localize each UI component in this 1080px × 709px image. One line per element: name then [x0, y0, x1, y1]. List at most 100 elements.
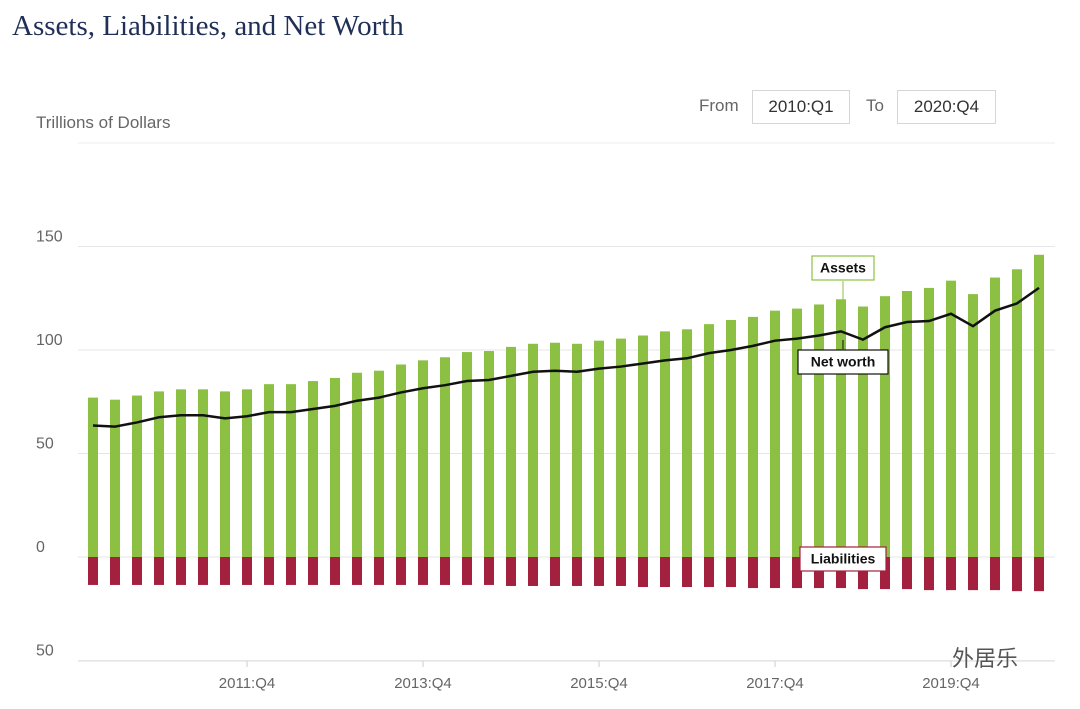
bar — [748, 316, 758, 557]
line — [92, 286, 1040, 428]
bar — [330, 557, 340, 585]
bar — [176, 389, 186, 557]
y-tick-label: 150 — [36, 229, 63, 246]
bar — [1012, 269, 1022, 557]
bar — [528, 343, 538, 557]
bar — [88, 397, 98, 557]
bar — [154, 557, 164, 585]
bar — [462, 557, 472, 585]
bar — [572, 557, 582, 586]
bar — [418, 557, 428, 585]
bar — [792, 557, 802, 589]
bar — [286, 557, 296, 585]
bar — [726, 557, 736, 588]
bar — [242, 389, 252, 557]
bar — [528, 557, 538, 586]
x-tick-label: 2017:Q4 — [746, 675, 804, 692]
bar — [154, 391, 164, 557]
bar — [968, 557, 978, 591]
bar — [462, 352, 472, 557]
y-tick-label: 50 — [36, 436, 54, 453]
bar — [660, 331, 670, 557]
bar — [704, 324, 714, 557]
from-label: From — [699, 96, 739, 115]
bar — [616, 338, 626, 557]
to-input[interactable]: 2020:Q4 — [897, 90, 996, 124]
bar — [176, 557, 186, 585]
bar — [308, 557, 318, 585]
bar — [396, 557, 406, 585]
bar — [286, 384, 296, 557]
bar — [132, 395, 142, 557]
x-tick-label: 2011:Q4 — [219, 675, 275, 692]
bar — [220, 557, 230, 585]
y-tick-label: 0 — [36, 539, 45, 556]
bar — [902, 557, 912, 590]
bar — [352, 557, 362, 585]
bar — [572, 343, 582, 557]
bar — [352, 372, 362, 557]
bar — [1034, 254, 1044, 557]
bar — [924, 557, 934, 591]
bar — [198, 389, 208, 557]
callout-box — [799, 546, 887, 572]
bar — [550, 557, 560, 586]
bar — [1012, 557, 1022, 592]
bar — [110, 399, 120, 557]
y-tick-label: 50 — [36, 643, 54, 660]
bar — [440, 357, 450, 557]
bar — [594, 557, 604, 586]
chart-title: Assets, Liabilities, and Net Worth — [12, 10, 404, 42]
bar — [308, 381, 318, 557]
bar — [264, 557, 274, 585]
bar — [968, 294, 978, 557]
bar — [198, 557, 208, 585]
bar — [836, 299, 846, 557]
bar — [858, 306, 868, 557]
bar — [484, 557, 494, 585]
bar — [132, 557, 142, 585]
bar — [506, 557, 516, 586]
bar — [748, 557, 758, 589]
watermark: 外居乐 — [952, 646, 1018, 671]
bar — [440, 557, 450, 585]
bar — [418, 360, 428, 557]
bar — [990, 557, 1000, 591]
bar — [880, 557, 890, 590]
x-tick-label: 2019:Q4 — [922, 675, 980, 692]
bar — [990, 277, 1000, 557]
bar — [264, 384, 274, 557]
legend-label: Liabilities — [811, 551, 876, 567]
legend-label: Assets — [820, 260, 866, 276]
bar — [924, 287, 934, 557]
bar — [946, 557, 956, 591]
bar — [858, 557, 868, 590]
bar — [946, 280, 956, 557]
y-tick-label: 100 — [36, 332, 63, 349]
callout-box — [797, 349, 889, 375]
bar — [242, 557, 252, 585]
y-axis-label: Trillions of Dollars — [36, 113, 171, 132]
bar — [770, 557, 780, 589]
legend-label: Net worth — [811, 354, 876, 370]
bar — [550, 342, 560, 557]
bar — [506, 346, 516, 557]
bar — [902, 291, 912, 557]
bar — [396, 364, 406, 557]
bar — [88, 557, 98, 585]
bar — [638, 335, 648, 557]
bar — [594, 340, 604, 557]
x-tick-label: 2015:Q4 — [570, 675, 628, 692]
from-input[interactable]: 2010:Q1 — [752, 90, 850, 124]
bar — [880, 296, 890, 557]
bar — [770, 310, 780, 557]
bar — [704, 557, 714, 588]
to-label: To — [866, 96, 884, 115]
bar — [726, 319, 736, 557]
bar — [682, 557, 692, 588]
bar — [814, 304, 824, 557]
bar — [682, 329, 692, 557]
bar — [374, 370, 384, 557]
